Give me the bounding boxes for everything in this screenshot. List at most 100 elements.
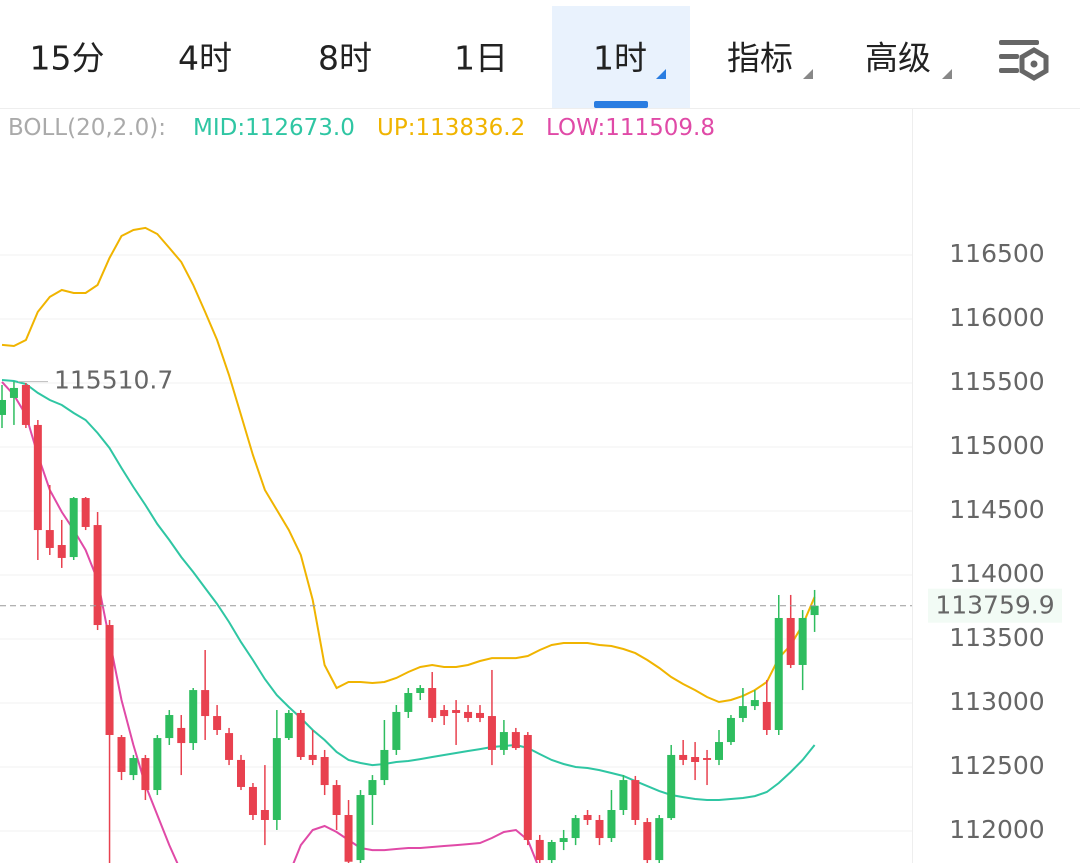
candle-body xyxy=(726,717,735,743)
candle-body xyxy=(464,711,473,718)
band-line xyxy=(1,226,816,704)
candle-body xyxy=(810,605,819,616)
candle-body xyxy=(595,819,604,839)
candle-body xyxy=(571,818,580,839)
indicator-value: LOW:111509.8 xyxy=(546,115,715,141)
candle-body xyxy=(547,842,556,861)
candle-body xyxy=(392,711,401,750)
tab[interactable]: 8时 xyxy=(318,39,372,78)
candle-body xyxy=(368,780,377,796)
candle-body xyxy=(738,706,747,718)
dropdown-arrow xyxy=(656,69,666,79)
candle-body xyxy=(33,424,42,531)
y-tick-label: 116000 xyxy=(949,303,1044,332)
candle-body xyxy=(535,839,544,861)
tab[interactable]: 1日 xyxy=(454,39,508,78)
candle-body xyxy=(93,525,102,626)
candle-body xyxy=(260,810,269,820)
y-tick-label: 113500 xyxy=(949,623,1044,652)
candle-body xyxy=(487,716,496,750)
candle-body xyxy=(559,838,568,843)
candle-body xyxy=(237,759,245,787)
candle-body xyxy=(476,712,484,718)
candle-body xyxy=(655,818,664,861)
candle-body xyxy=(404,693,413,712)
y-tick-label: 112000 xyxy=(949,815,1044,844)
y-tick-label: 113000 xyxy=(949,687,1044,716)
candle-body xyxy=(225,733,234,760)
candle-body xyxy=(332,785,341,815)
candle-body xyxy=(153,738,162,791)
plot xyxy=(0,226,819,863)
dropdown-arrow xyxy=(942,69,952,79)
y-tick-label: 115000 xyxy=(949,431,1044,460)
candle-body xyxy=(452,710,461,713)
candle-body xyxy=(583,814,592,820)
candle-body xyxy=(703,758,712,760)
candle-body xyxy=(416,688,425,694)
candle-body xyxy=(786,617,795,665)
candle-body xyxy=(69,498,78,558)
tab[interactable]: 15分 xyxy=(30,39,105,78)
candle-body xyxy=(201,690,210,717)
indicator-value: UP:113836.2 xyxy=(377,115,525,141)
candle-body xyxy=(667,754,676,819)
candle-body xyxy=(57,545,66,558)
y-tick-label: 112500 xyxy=(949,751,1044,780)
candle-body xyxy=(715,742,723,760)
candle-body xyxy=(284,712,293,739)
candle-body xyxy=(774,617,783,730)
candle-body xyxy=(643,822,652,861)
candle-body xyxy=(440,710,449,717)
y-tick-label: 114000 xyxy=(949,559,1044,588)
band-line xyxy=(1,379,816,801)
tab[interactable]: 1时 xyxy=(593,39,647,78)
candle-body xyxy=(798,617,807,665)
candle-body xyxy=(607,810,616,839)
candle-body xyxy=(320,757,329,786)
y-tick-label: 116500 xyxy=(949,239,1044,268)
indicator-label: BOLL(20,2.0): xyxy=(8,115,166,141)
candle-body xyxy=(189,690,198,744)
candle-body xyxy=(380,749,389,781)
candle-body xyxy=(619,780,628,811)
tab[interactable]: 指标 xyxy=(727,39,793,78)
candle-body xyxy=(308,754,317,760)
candle-body xyxy=(9,387,18,398)
last-price-label: 113759.9 xyxy=(935,591,1054,620)
candle-body xyxy=(631,780,640,820)
candle-body xyxy=(762,701,771,730)
tab[interactable]: 高级 xyxy=(865,39,931,78)
candle-body xyxy=(499,732,508,750)
candle-body xyxy=(272,738,281,820)
settings-icon[interactable] xyxy=(999,40,1049,81)
indicator-legend: BOLL(20,2.0): MID:112673.0 UP:113836.2 LOW… xyxy=(8,115,715,141)
candle-body xyxy=(105,625,114,735)
candle-body xyxy=(117,737,126,772)
band-line xyxy=(1,381,539,863)
candle-body xyxy=(165,715,174,739)
indicator-value: MID:112673.0 xyxy=(193,115,355,141)
candle-body xyxy=(356,795,365,861)
candle-body xyxy=(248,786,257,815)
candle-body xyxy=(428,688,437,718)
candle-body xyxy=(45,530,54,548)
candle-body xyxy=(679,754,688,760)
candle-body xyxy=(511,732,520,749)
selected-tab-underline xyxy=(594,101,648,108)
selected-tab-bg xyxy=(552,6,690,108)
tab[interactable]: 4时 xyxy=(178,39,232,78)
y-tick-label: 115500 xyxy=(949,367,1044,396)
candle-body xyxy=(21,385,30,425)
candle-body xyxy=(213,716,222,730)
candle-body xyxy=(0,399,6,415)
dropdown-arrow xyxy=(803,69,813,79)
candle-body xyxy=(344,814,353,862)
candle-body xyxy=(750,700,759,707)
max-label: 115510.7 xyxy=(54,366,173,395)
last-price-bg xyxy=(928,588,1062,623)
candle-body xyxy=(129,758,138,776)
candle-body xyxy=(81,498,90,527)
candle-body xyxy=(691,757,700,763)
